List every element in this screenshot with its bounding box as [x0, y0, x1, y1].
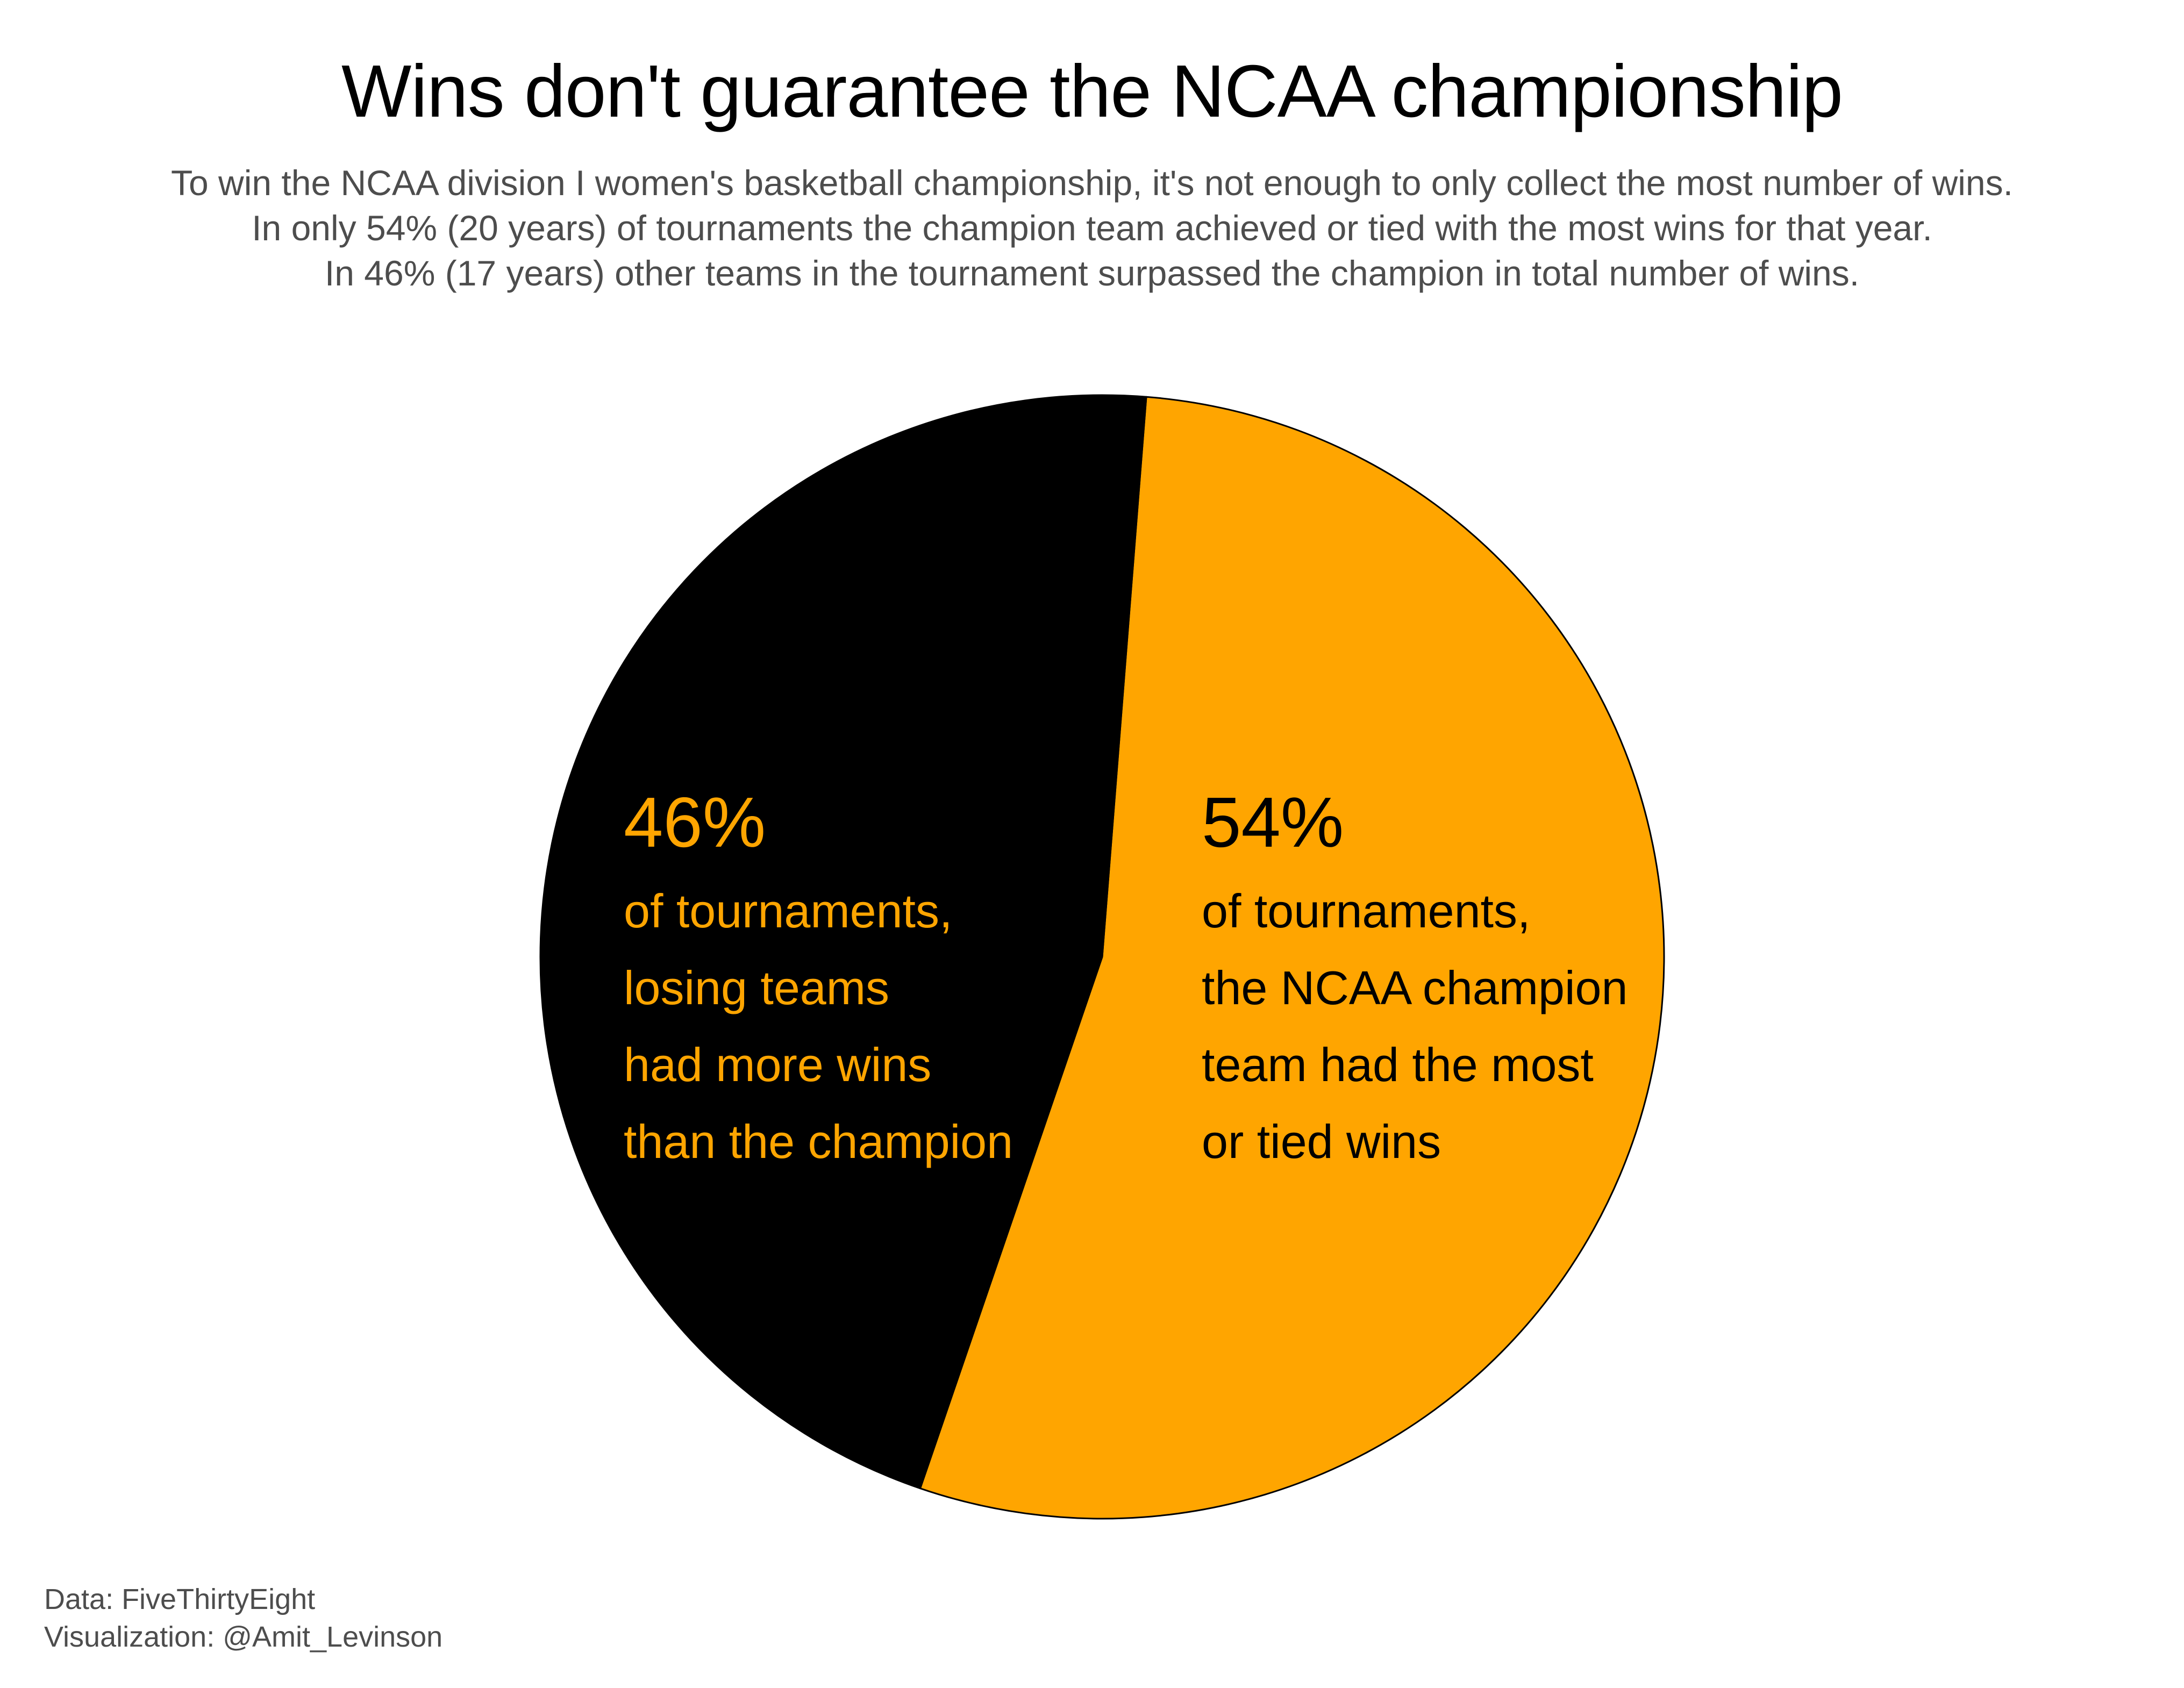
slice-percent-label: 54%: [1202, 783, 1344, 862]
slice-description-line: team had the most: [1202, 1038, 1594, 1091]
slice-description-line: losing teams: [624, 961, 889, 1014]
slice-percent-label: 46%: [624, 783, 766, 862]
visualization-credit: Visualization: @Amit_Levinson: [44, 1621, 443, 1653]
chart-caption: Data: FiveThirtyEight Visualization: @Am…: [44, 1580, 442, 1656]
chart-subtitle: To win the NCAA division I women's baske…: [0, 160, 2184, 296]
slice-description-line: or tied wins: [1202, 1115, 1441, 1168]
data-source-text: Data: FiveThirtyEight: [44, 1583, 316, 1615]
pie-slice-champion-most-wins: [919, 396, 1665, 1520]
slice-description-line: of tournaments,: [624, 884, 952, 938]
chart-title: Wins don't guarantee the NCAA championsh…: [341, 50, 1843, 133]
pie-labels: 54% of tournaments, the NCAA champion team …: [624, 783, 1628, 1168]
subtitle-line-2: In only 54% (20 years) of tournaments th…: [252, 208, 1932, 248]
slice-description-line: the NCAA champion: [1202, 961, 1628, 1014]
slice-description-line: than the champion: [624, 1115, 1013, 1168]
slice-description-line: of tournaments,: [1202, 884, 1530, 938]
subtitle-line-1: To win the NCAA division I women's baske…: [171, 163, 2013, 203]
subtitle-line-3: In 46% (17 years) other teams in the tou…: [324, 253, 1860, 293]
pie-slice-others-more-wins: [539, 394, 1147, 1490]
slice-description-line: had more wins: [624, 1038, 931, 1091]
pie-slices: [539, 394, 1665, 1520]
